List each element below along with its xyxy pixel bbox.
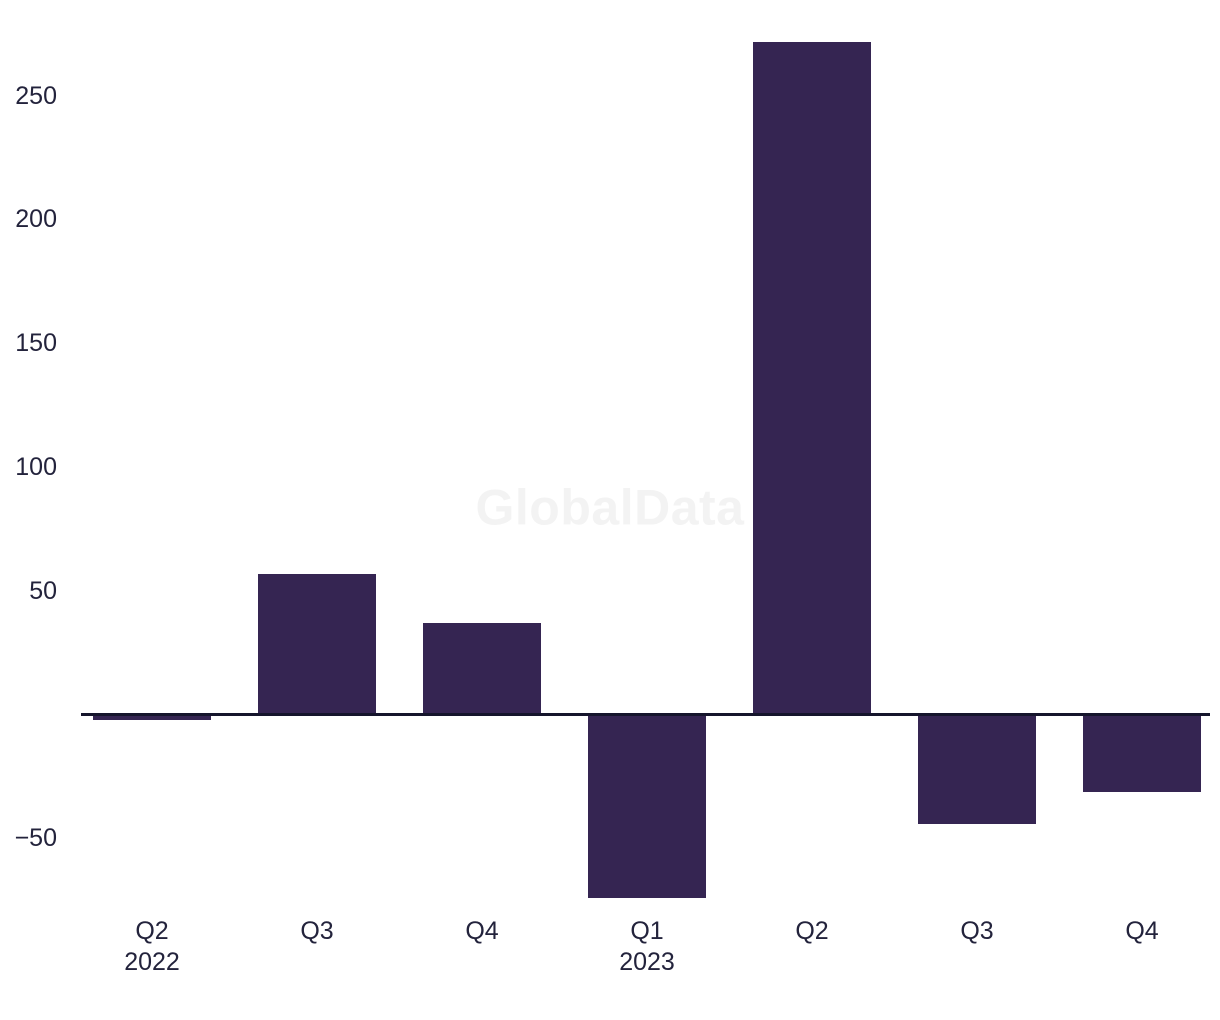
bar-q2-2022 [93, 715, 211, 720]
x-tick-label: Q4 [1125, 917, 1159, 945]
x-tick-label: Q1 2023 [619, 917, 675, 976]
x-tick-label: Q4 [465, 917, 499, 945]
x-tick-label: Q2 [795, 917, 829, 945]
y-tick-label: 100 [15, 452, 57, 481]
y-tick-label: 200 [15, 205, 57, 234]
x-tick-label: Q3 [300, 917, 334, 945]
bar-q3 [258, 573, 376, 715]
x-tick-label: Q2 2022 [124, 917, 180, 976]
x-tick-label: Q3 [960, 917, 994, 945]
y-tick-label: 150 [15, 329, 57, 358]
y-tick-label: −50 [14, 824, 57, 853]
x-axis-line [81, 713, 1210, 716]
y-tick-label: 50 [29, 576, 57, 605]
bar-q2 [753, 41, 871, 715]
y-tick-label: 250 [15, 81, 57, 110]
globaldata-watermark: GlobalData [475, 479, 745, 536]
bar-q1-2023 [588, 715, 706, 899]
bar-q3 [918, 715, 1036, 824]
bar-q4 [1083, 715, 1201, 792]
bar-q4 [423, 623, 541, 715]
